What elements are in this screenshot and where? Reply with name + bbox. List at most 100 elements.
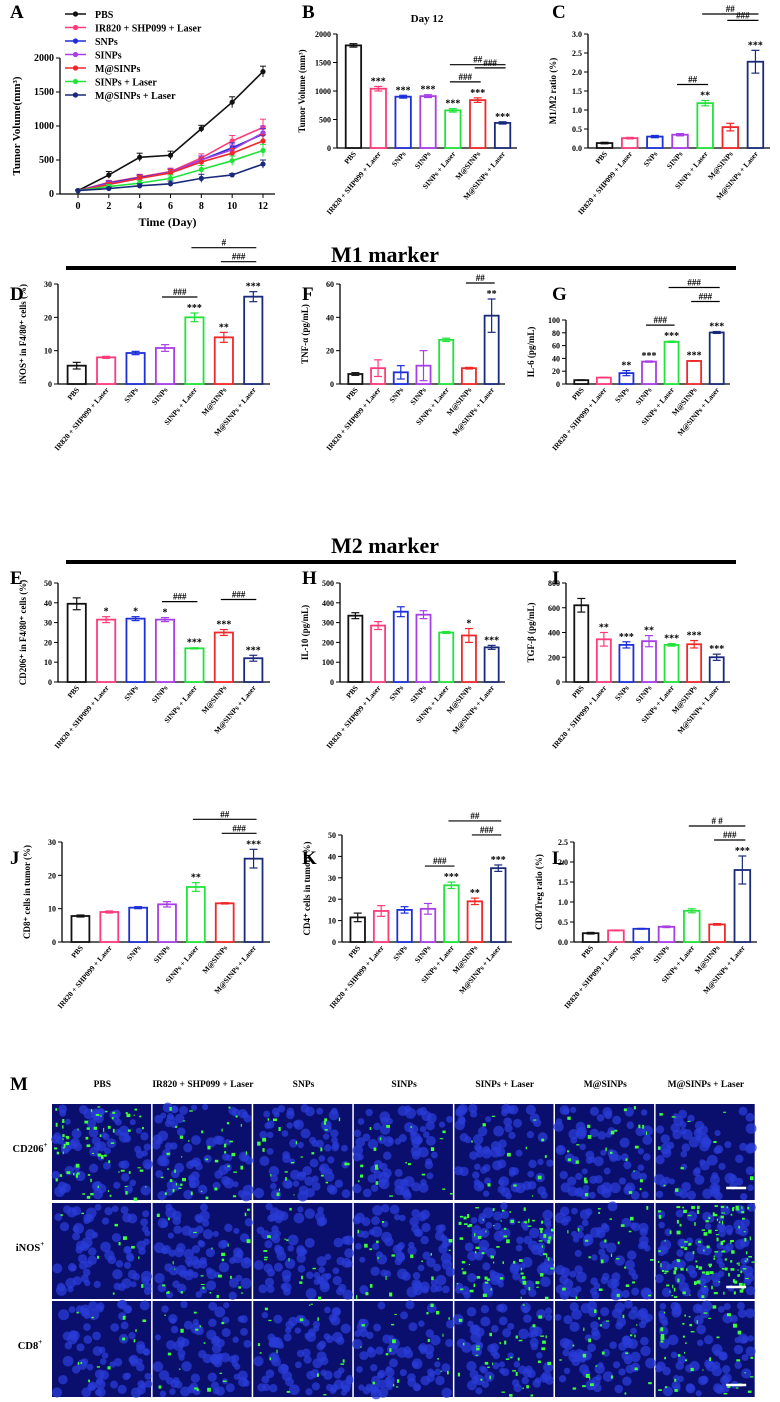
nucleus (172, 1182, 181, 1191)
y-tick-label: 20 (328, 895, 336, 904)
nucleus (532, 1379, 541, 1388)
nucleus (324, 1171, 335, 1182)
x-category-label: PBS (579, 944, 595, 960)
bar-1 (99, 911, 120, 943)
green-signal (226, 1122, 230, 1125)
nucleus (81, 1387, 92, 1398)
green-signal (504, 1227, 507, 1230)
nucleus (508, 1105, 519, 1115)
nucleus (311, 1382, 320, 1391)
nucleus (328, 1110, 339, 1121)
nucleus (694, 1120, 705, 1131)
nucleus (329, 1387, 337, 1395)
nucleus (734, 1361, 743, 1369)
nucleus (82, 1268, 91, 1277)
green-signal (489, 1332, 492, 1337)
y-tick-label: 3.0 (572, 30, 582, 39)
nucleus (209, 1353, 221, 1364)
green-signal (205, 1196, 209, 1200)
nucleus (406, 1286, 418, 1298)
green-signal (671, 1295, 674, 1297)
y-tick-label: 0 (330, 678, 334, 687)
nucleus (737, 1309, 747, 1318)
green-signal (658, 1250, 661, 1253)
green-signal (705, 1271, 710, 1275)
green-signal (211, 1247, 213, 1250)
y-tick-label: 20 (44, 638, 52, 647)
nucleus (498, 1139, 507, 1149)
green-signal (743, 1231, 746, 1233)
green-signal (520, 1272, 524, 1275)
green-signal (616, 1293, 620, 1298)
green-signal (364, 1243, 368, 1248)
bar-6 (483, 646, 500, 683)
comparison-hash: ## (470, 811, 480, 821)
green-signal (692, 1251, 695, 1255)
nucleus (723, 1302, 731, 1311)
nucleus (576, 1126, 588, 1138)
nucleus (180, 1300, 188, 1309)
micrograph-tile (654, 1300, 756, 1397)
panel-letter-b: B (302, 2, 315, 23)
nucleus (202, 1229, 214, 1240)
panel-letter-a: A (10, 2, 24, 23)
green-signal (522, 1304, 525, 1306)
significance-stars: *** (187, 638, 202, 649)
nucleus (411, 1150, 421, 1160)
green-signal (229, 1140, 233, 1143)
nucleus (327, 1156, 335, 1164)
green-signal (111, 1116, 114, 1120)
nucleus (76, 1343, 85, 1352)
nucleus (540, 1191, 548, 1199)
y-tick-label: 1500 (315, 59, 331, 68)
micrograph-panel: M PBS IR820 + SHP099 + Laser SNPs SINPs SINPs… (10, 1074, 757, 1400)
nucleus (591, 1254, 598, 1261)
nucleus (740, 1192, 748, 1201)
nucleus (207, 1372, 217, 1382)
green-signal (124, 1185, 128, 1187)
nucleus (425, 1158, 433, 1166)
nucleus (170, 1325, 179, 1334)
bar-1 (96, 356, 117, 385)
green-signal (540, 1335, 545, 1337)
green-signal (610, 1130, 615, 1135)
green-signal (462, 1271, 467, 1275)
nucleus (654, 1365, 663, 1373)
nucleus (745, 1308, 755, 1319)
nucleus (172, 1216, 182, 1225)
nucleus (714, 1130, 721, 1137)
nucleus (470, 1332, 482, 1343)
green-signal (713, 1257, 716, 1260)
green-signal (480, 1378, 483, 1381)
green-signal (731, 1207, 734, 1212)
significance-stars: *** (246, 282, 261, 293)
nucleus (618, 1368, 626, 1376)
green-signal (634, 1334, 636, 1338)
significance-stars: *** (187, 303, 202, 314)
nucleus (454, 1166, 464, 1176)
green-signal (182, 1120, 186, 1122)
micrograph-tile (352, 1300, 455, 1400)
nucleus (232, 1252, 243, 1264)
green-signal (487, 1183, 491, 1187)
nucleus (405, 1300, 415, 1310)
comparison-hash: ## (220, 809, 230, 819)
green-signal (55, 1122, 58, 1127)
nucleus (389, 1204, 400, 1215)
green-signal (195, 1328, 199, 1331)
green-signal (91, 1316, 94, 1319)
green-signal (680, 1167, 684, 1170)
nucleus (311, 1181, 321, 1191)
nucleus (375, 1346, 384, 1355)
green-signal (269, 1357, 272, 1361)
nucleus (735, 1154, 744, 1164)
green-signal (437, 1358, 439, 1360)
green-signal (730, 1239, 734, 1243)
y-tick-label: 2.5 (572, 49, 582, 58)
green-signal (125, 1191, 128, 1195)
nucleus (441, 1363, 451, 1373)
green-signal (696, 1210, 700, 1214)
y-tick-label: 2000 (34, 53, 54, 64)
green-signal (636, 1324, 638, 1326)
